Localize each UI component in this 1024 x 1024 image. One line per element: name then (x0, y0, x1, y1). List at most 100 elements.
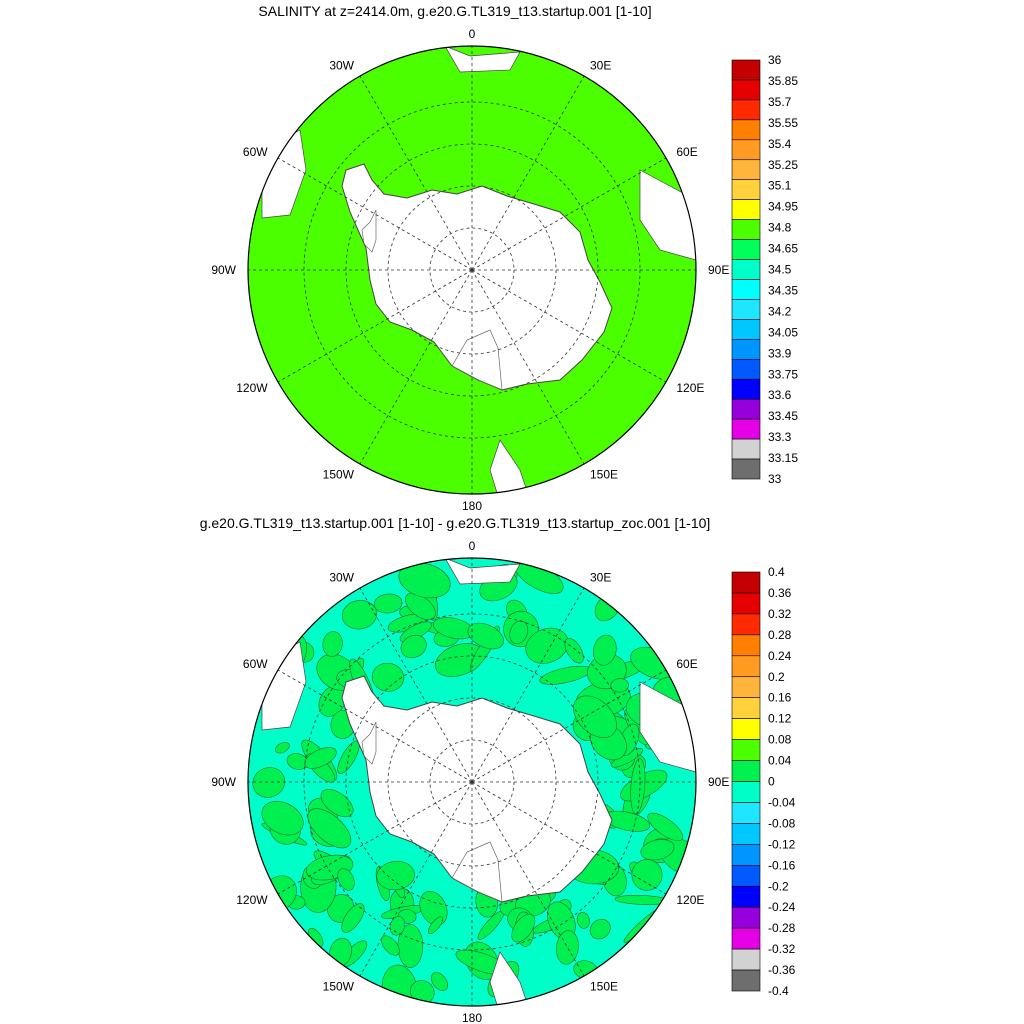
colorbar-swatch (731, 279, 761, 300)
colorbar-label: 34.8 (768, 221, 792, 235)
colorbar-swatch (731, 259, 761, 280)
colorbar-label: 0.16 (768, 691, 792, 705)
anomaly-patch (322, 631, 343, 657)
anomaly-patch (371, 662, 405, 692)
colorbar-label: -0.16 (768, 858, 796, 872)
anomaly-patch (647, 812, 684, 842)
panel-title: SALINITY at z=2414.0m, g.e20.G.TL319_t13… (258, 3, 652, 19)
longitude-label: 120E (676, 381, 704, 395)
colorbar-label: -0.12 (768, 837, 796, 851)
polar-map: 0 30E 60E 90E 120E 150E 180 150W 120W 90W 60W 30W (211, 539, 729, 1024)
map-border (247, 557, 697, 1007)
colorbar-label: -0.28 (768, 921, 796, 935)
peninsula-contour (361, 209, 377, 253)
longitude-label: 180 (462, 499, 482, 512)
colorbar-label: 35.1 (768, 179, 792, 193)
colorbar-swatch (731, 319, 761, 340)
longitude-label: 150E (590, 979, 618, 993)
colorbar: 0.4 0.36 0.32 0.28 0.24 0.2 0.16 0.12 0.08 0.04 0 -… (731, 565, 796, 998)
longitude-label: 150W (323, 467, 355, 481)
colorbar-label: 35.25 (768, 158, 798, 172)
longitude-label: 150W (323, 979, 355, 993)
colorbar-swatch (731, 179, 761, 200)
peninsula-contour (361, 721, 377, 765)
anomaly-patch (573, 695, 617, 738)
colorbar-label: 33.15 (768, 451, 798, 465)
colorbar-label: 33.9 (768, 346, 792, 360)
meridian-line (277, 157, 473, 271)
meridian-line (471, 269, 667, 383)
longitude-label: 90E (708, 263, 729, 277)
colorbar-swatch (731, 948, 761, 971)
meridian-line (277, 781, 473, 895)
anomaly-patch (428, 916, 444, 934)
colorbar-label: 34.65 (768, 242, 798, 256)
colorbar-label: -0.24 (768, 900, 796, 914)
colorbar-swatch (731, 655, 761, 678)
colorbar-swatch (731, 864, 761, 887)
colorbar-swatch (731, 398, 761, 420)
colorbar-label: 0.28 (768, 628, 792, 642)
panel-title: g.e20.G.TL319_t13.startup.001 [1-10] - g… (199, 515, 711, 531)
longitude-label: 30E (590, 571, 611, 585)
longitude-label: 120W (236, 893, 268, 907)
colorbar-swatch (731, 571, 761, 594)
colorbar-label: 0.04 (768, 754, 792, 768)
meridian-line (471, 157, 667, 271)
colorbar-swatch (731, 59, 761, 81)
anomaly-patch (640, 839, 675, 861)
colorbar-swatch (731, 906, 761, 929)
colorbar-label: -0.32 (768, 942, 796, 956)
colorbar-label: 33 (768, 472, 782, 486)
anomaly-patch (275, 742, 290, 754)
anomaly-patch (381, 935, 400, 956)
meridian-line (359, 587, 473, 783)
anomaly-patch (341, 600, 378, 630)
anomaly-patch (576, 912, 590, 929)
colorbar-swatch (731, 339, 761, 360)
longitude-label: 120W (236, 381, 268, 395)
colorbar-swatch (731, 219, 761, 240)
colorbar-swatch (731, 781, 761, 803)
colorbar-label: -0.04 (768, 795, 796, 809)
colorbar-label: 34.05 (768, 325, 798, 339)
colorbar-label: 35.7 (768, 95, 792, 109)
colorbar: 36 35.85 35.7 35.55 35.4 35.25 35.1 34.95 34.8 34… (731, 53, 798, 486)
anomaly-patch (320, 789, 354, 818)
colorbar-swatch (731, 969, 761, 992)
colorbar-label: 0.24 (768, 649, 792, 663)
longitude-label: 30W (329, 571, 354, 585)
anomaly-patch (389, 916, 406, 936)
anomaly-patch (252, 767, 286, 798)
land-mass (489, 951, 529, 1006)
map-border (247, 45, 697, 495)
colorbar-swatch (731, 760, 761, 782)
ice-shelf-contour (451, 841, 503, 903)
longitude-label: 60W (243, 145, 268, 159)
meridian-line (471, 669, 667, 783)
colorbar-label: 0.32 (768, 607, 792, 621)
anomaly-patch (304, 747, 337, 769)
longitude-label: 0 (469, 27, 476, 41)
colorbar-label: 35.55 (768, 116, 798, 130)
anomaly-patch (400, 634, 427, 659)
meridian-line (471, 781, 667, 895)
colorbar-label: 33.3 (768, 430, 792, 444)
anomaly-patch (511, 913, 536, 943)
anomaly-patch (509, 620, 529, 645)
colorbar-swatch (731, 739, 761, 761)
land-mass (444, 46, 521, 73)
colorbar-label: 33.6 (768, 388, 792, 402)
anomaly-patch (373, 593, 403, 614)
land-mass (444, 558, 521, 585)
longitude-label: 90W (211, 775, 236, 789)
colorbar-label: 0.08 (768, 733, 792, 747)
colorbar-swatch (731, 239, 761, 260)
meridian-line (471, 781, 585, 977)
colorbar-label: -0.36 (768, 963, 796, 977)
colorbar-swatch (731, 676, 761, 699)
meridian-line (471, 587, 585, 783)
anomaly-patch (630, 758, 646, 815)
anomaly-patch (564, 637, 584, 664)
meridian-line (471, 75, 585, 271)
